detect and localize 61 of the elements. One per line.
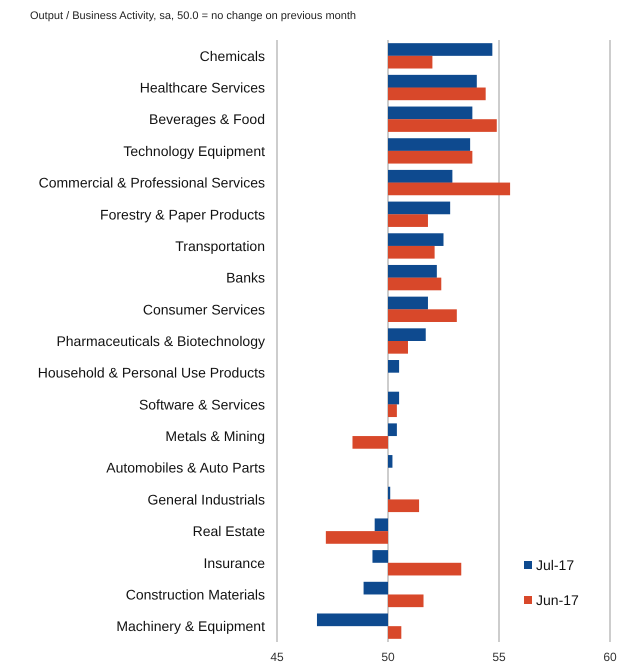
bar xyxy=(372,550,388,563)
bar xyxy=(352,436,388,449)
bar xyxy=(388,202,450,214)
bar xyxy=(388,74,477,88)
bar xyxy=(388,43,492,56)
y-tick-label: Machinery & Equipment xyxy=(116,618,266,634)
bar xyxy=(388,341,408,354)
y-tick-label: Automobiles & Auto Parts xyxy=(106,460,265,476)
bar xyxy=(388,138,470,151)
bar xyxy=(388,88,486,100)
bar xyxy=(388,328,426,341)
bar xyxy=(388,170,452,183)
y-tick-label: Insurance xyxy=(204,554,266,571)
bar xyxy=(316,613,388,626)
x-tick-label: 55 xyxy=(492,650,506,664)
y-tick-label: Real Estate xyxy=(192,523,266,540)
y-tick-label: Banks xyxy=(226,270,265,286)
bar xyxy=(388,499,420,512)
y-tick-label: Healthcare Services xyxy=(140,80,265,96)
x-tick-label: 50 xyxy=(381,650,395,664)
bar xyxy=(388,56,432,69)
bar xyxy=(388,423,397,436)
bar xyxy=(388,626,402,639)
y-tick-label: Consumer Services xyxy=(142,301,265,318)
bar xyxy=(388,404,397,418)
bar xyxy=(388,360,400,373)
y-tick-label: Pharmaceuticals & Biotechnology xyxy=(56,333,265,349)
y-tick-label: Beverages & Food xyxy=(149,111,265,128)
bar xyxy=(388,296,428,310)
bar xyxy=(388,264,437,278)
bar xyxy=(388,119,497,132)
bar xyxy=(388,455,392,468)
bar xyxy=(388,392,400,404)
y-tick-label: Commercial & Professional Services xyxy=(38,174,265,191)
y-tick-label: Chemicals xyxy=(200,48,265,64)
y-tick-label: Technology Equipment xyxy=(123,142,266,159)
bar xyxy=(388,106,472,120)
bar xyxy=(388,214,428,227)
bar xyxy=(388,309,457,322)
y-tick-label: Forestry & Paper Products xyxy=(100,206,265,222)
bar xyxy=(388,594,424,608)
y-tick-label: Metals & Mining xyxy=(165,428,265,444)
chart-title: Output / Business Activity, sa, 50.0 = no change on previous month xyxy=(30,10,356,22)
bar xyxy=(388,150,472,164)
bar xyxy=(388,562,462,576)
y-tick-label: Household & Personal Use Products xyxy=(38,364,265,381)
bar xyxy=(388,182,510,196)
bar xyxy=(374,518,388,532)
legend-label: Jun-17 xyxy=(536,592,580,608)
bar xyxy=(326,531,388,544)
x-tick-label: 60 xyxy=(603,650,617,664)
y-tick-label: Transportation xyxy=(175,238,265,254)
bar xyxy=(388,233,444,246)
y-tick-label: General Industrials xyxy=(147,491,265,508)
legend-label: Jul-17 xyxy=(536,557,574,573)
y-tick-label: Software & Services xyxy=(138,396,265,412)
y-tick-label: Construction Materials xyxy=(126,586,265,602)
bar xyxy=(388,278,442,290)
bar xyxy=(364,582,388,594)
x-tick-label: 45 xyxy=(270,650,284,664)
bar xyxy=(388,246,435,259)
